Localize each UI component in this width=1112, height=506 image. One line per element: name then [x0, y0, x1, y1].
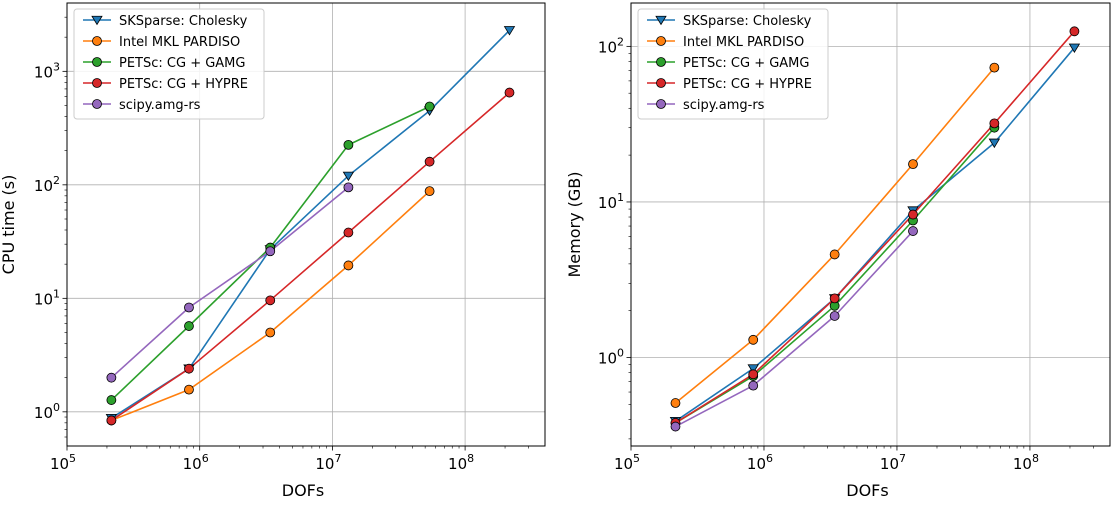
y-tick-label: 100 — [598, 347, 624, 368]
data-point-5 — [265, 246, 276, 257]
data-point-2 — [424, 186, 435, 197]
legend-label-3: PETSc: CG + GAMG — [119, 56, 245, 71]
series-line-2 — [111, 190, 431, 422]
data-point-5 — [343, 182, 354, 193]
legend-marker-4 — [92, 78, 102, 88]
data-point-4 — [748, 369, 759, 380]
legend-marker-1 — [655, 15, 667, 26]
legend-label-1: SKSparse: Cholesky — [683, 14, 812, 29]
data-point-1 — [747, 364, 759, 374]
legend-label-4: PETSc: CG + HYPRE — [683, 77, 812, 92]
data-point-1 — [1068, 43, 1081, 54]
x-tick-label: 105 — [614, 452, 640, 473]
data-point-5 — [748, 380, 759, 391]
data-point-2 — [748, 334, 759, 345]
series-line-4 — [675, 30, 1076, 424]
data-point-5 — [670, 421, 681, 432]
data-point-2 — [989, 62, 1000, 73]
data-point-2 — [265, 327, 276, 338]
data-point-3 — [184, 321, 194, 331]
legend-box — [637, 8, 829, 120]
data-point-1 — [503, 26, 516, 36]
data-point-2 — [908, 159, 918, 170]
data-point-4 — [184, 363, 194, 374]
legend-marker-4 — [656, 78, 666, 88]
legend: SKSparse: Cholesky Intel MKL PARDISO PETSc… — [73, 8, 265, 120]
x-tick-label: 108 — [1013, 452, 1039, 473]
legend-marker-3 — [656, 57, 666, 67]
data-point-2 — [184, 384, 194, 395]
y-tick-label: 103 — [34, 60, 60, 81]
plot-panel-1: 105 106 107 108 100 101 102 103 DOFs CPU time (s)… — [0, 2, 546, 500]
x-axis-label: DOFs — [846, 481, 888, 500]
data-point-5 — [184, 302, 194, 313]
data-point-4 — [1069, 26, 1080, 37]
legend-label-3: PETSc: CG + GAMG — [683, 56, 809, 71]
data-point-4 — [829, 293, 840, 304]
legend-label-5: scipy.amg-rs — [119, 98, 201, 113]
x-tick-label: 108 — [448, 452, 474, 473]
data-point-3 — [106, 395, 117, 405]
legend: SKSparse: Cholesky Intel MKL PARDISO PETSc… — [637, 8, 829, 120]
x-axis-label: DOFs — [282, 481, 324, 500]
series-line-5 — [675, 230, 914, 428]
legend-label-5: scipy.amg-rs — [683, 98, 765, 113]
data-point-4 — [504, 87, 515, 98]
legend-box — [73, 8, 265, 120]
y-tick-label: 102 — [598, 35, 624, 56]
data-point-5 — [908, 226, 918, 236]
legend-marker-2 — [92, 36, 102, 46]
series-line-3 — [675, 127, 996, 424]
y-axis-label: Memory (GB) — [565, 171, 584, 277]
data-point-3 — [343, 139, 354, 150]
y-axis-label: CPU time (s) — [0, 175, 18, 275]
x-tick-label: 105 — [50, 452, 76, 473]
data-point-4 — [265, 295, 276, 306]
x-tick-label: 107 — [880, 452, 906, 473]
legend-label-4: PETSc: CG + HYPRE — [119, 77, 248, 92]
plot-panel-2: 105 106 107 108 100 101 102 DOFs Memory (GB) SKSp… — [565, 2, 1111, 500]
y-tick-label: 102 — [34, 174, 60, 195]
legend-label-2: Intel MKL PARDISO — [683, 35, 804, 50]
data-point-5 — [829, 311, 840, 321]
series-line-1 — [675, 47, 1076, 422]
y-tick-label: 101 — [34, 287, 60, 308]
data-point-4 — [343, 227, 354, 238]
data-point-4 — [424, 156, 435, 167]
series-line-4 — [110, 91, 511, 422]
legend-marker-5 — [656, 99, 666, 109]
x-tick-label: 107 — [315, 452, 341, 473]
data-layer — [105, 26, 516, 426]
y-tick-label: 101 — [598, 191, 624, 212]
data-point-4 — [106, 415, 117, 426]
data-point-2 — [829, 249, 840, 260]
data-point-5 — [106, 372, 117, 383]
x-tick-label: 106 — [183, 452, 209, 473]
legend-marker-1 — [91, 15, 103, 26]
legend-label-1: SKSparse: Cholesky — [119, 14, 248, 29]
x-tick-label: 106 — [747, 452, 773, 473]
data-point-2 — [670, 398, 681, 408]
series-line-5 — [110, 186, 349, 379]
legend-marker-3 — [92, 57, 102, 67]
data-point-4 — [989, 118, 1000, 129]
axes-frame — [630, 2, 1111, 447]
data-point-3 — [424, 101, 435, 112]
data-point-1 — [988, 138, 1001, 149]
legend-marker-2 — [656, 36, 666, 46]
data-point-1 — [342, 171, 355, 182]
data-point-4 — [908, 209, 918, 220]
data-point-2 — [343, 260, 354, 271]
y-tick-label: 100 — [34, 401, 60, 422]
data-layer — [669, 26, 1081, 432]
axes-frame — [66, 2, 546, 447]
legend-marker-5 — [92, 99, 102, 109]
legend-label-2: Intel MKL PARDISO — [119, 35, 240, 50]
